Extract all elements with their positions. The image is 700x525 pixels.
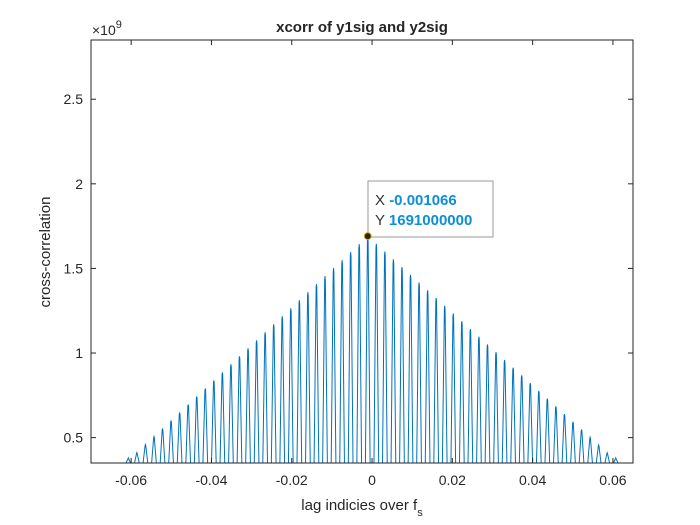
x-tick-label: -0.02 <box>276 472 308 488</box>
x-axis-label-main: lag indicies over f <box>301 497 418 514</box>
axes-box <box>90 39 634 464</box>
series-line <box>125 236 619 463</box>
y-tick-label: 1 <box>75 345 83 361</box>
x-tick-label: 0.02 <box>439 472 466 488</box>
datatip-box <box>367 180 494 238</box>
datatip[interactable]: X -0.001066 Y 1691000000 <box>363 180 494 241</box>
datatip-x-row: X -0.001066 <box>375 192 457 209</box>
datatip-marker[interactable] <box>363 232 372 241</box>
plot-area <box>91 40 633 463</box>
x-tick-label: -0.04 <box>195 472 227 488</box>
x-axis-label-subscript: s <box>417 507 423 519</box>
y-tick-label: 2.5 <box>64 91 84 107</box>
y-exponent-base: ×10 <box>92 22 116 38</box>
x-tick-label: -0.06 <box>115 472 147 488</box>
x-axis-ticks: -0.06 -0.04 -0.02 0 0.02 0.04 0.06 <box>115 40 627 488</box>
x-axis-label: lag indicies over fs <box>301 497 423 519</box>
y-exponent-power: 9 <box>116 19 122 31</box>
chart-title: xcorr of y1sig and y2sig <box>276 19 448 36</box>
series-layer <box>125 236 619 463</box>
y-tick-label: 2 <box>75 176 83 192</box>
datatip-y-label: Y <box>375 212 385 229</box>
y-axis-ticks: 0.5 1 1.5 2 2.5 <box>64 91 633 446</box>
y-axis-label: cross-correlation <box>37 197 54 308</box>
y-tick-label: 1.5 <box>64 260 84 276</box>
x-tick-label: 0 <box>368 472 376 488</box>
datatip-x-value: -0.001066 <box>389 192 457 209</box>
datatip-y-row: Y 1691000000 <box>375 212 472 229</box>
datatip-x-label: X <box>375 192 385 209</box>
y-tick-label: 0.5 <box>64 430 84 446</box>
y-axis-exponent: ×109 <box>92 19 122 38</box>
x-tick-label: 0.06 <box>599 472 626 488</box>
axes-frame <box>90 39 634 464</box>
datatip-y-value: 1691000000 <box>389 212 472 229</box>
x-tick-label: 0.04 <box>519 472 546 488</box>
